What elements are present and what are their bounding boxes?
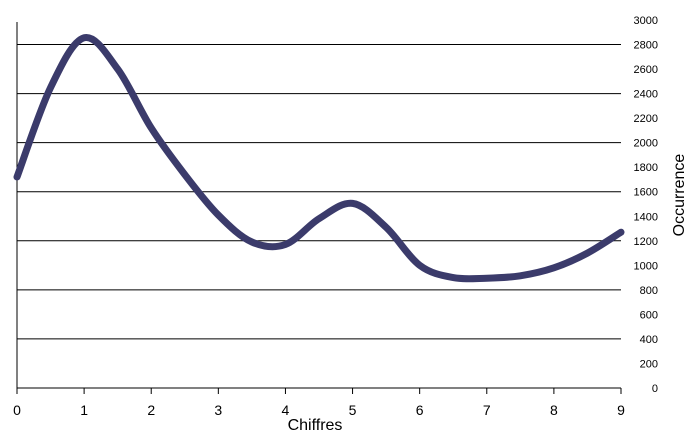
y-tick-label: 2400 xyxy=(634,89,658,101)
gridlines xyxy=(17,44,621,389)
y-tick-label: 800 xyxy=(640,285,658,297)
y-tick-label: 3000 xyxy=(634,15,658,27)
y-tick-label: 1600 xyxy=(634,187,658,199)
y-tick-label: 1800 xyxy=(634,162,658,174)
y-tick-label: 2200 xyxy=(634,113,658,125)
y-axis-title: Occurrence xyxy=(671,154,688,237)
y-tick-label: 1000 xyxy=(634,260,658,272)
x-tick-label: 9 xyxy=(617,402,625,418)
x-tick-label: 3 xyxy=(214,402,222,418)
x-tick-label: 0 xyxy=(13,402,21,418)
x-tick-label: 5 xyxy=(349,402,357,418)
y-axis-ticks: 0 200 400 600 800 1000 1200 1400 1600 1800 2000 220… xyxy=(634,15,658,395)
y-tick-label: 400 xyxy=(640,334,658,346)
x-tick-label: 8 xyxy=(550,402,558,418)
x-tick-label: 2 xyxy=(147,402,155,418)
series-line xyxy=(13,34,625,283)
y-tick-label: 600 xyxy=(640,309,658,321)
y-tick-label: 1400 xyxy=(634,211,658,223)
x-tick-label: 7 xyxy=(483,402,491,418)
y-tick-label: 0 xyxy=(652,383,658,395)
x-tick-label: 6 xyxy=(416,402,424,418)
x-axis-title: Chiffres xyxy=(288,417,343,432)
y-tick-label: 2600 xyxy=(634,64,658,76)
y-tick-label: 2800 xyxy=(634,40,658,52)
y-tick-label: 2000 xyxy=(634,138,658,150)
y-tick-label: 200 xyxy=(640,358,658,370)
x-tick-label: 4 xyxy=(282,402,290,418)
x-axis-ticks: 0 1 2 3 4 5 6 7 8 9 xyxy=(13,388,625,418)
x-tick-label: 1 xyxy=(80,402,88,418)
y-tick-label: 1200 xyxy=(634,236,658,248)
